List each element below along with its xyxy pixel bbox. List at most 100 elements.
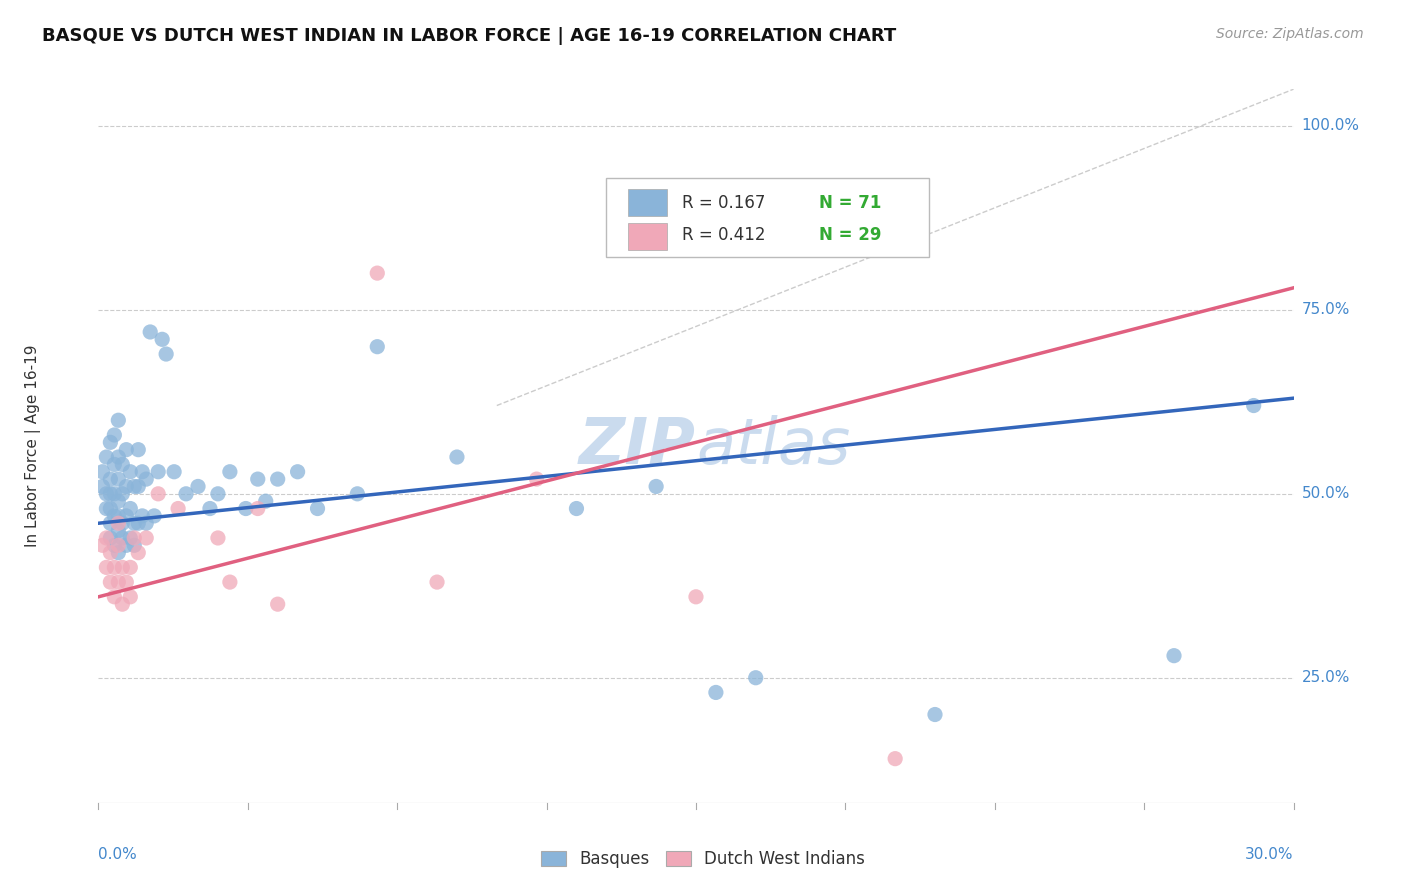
Point [135,516,157,531]
Point [127,516,149,531]
Point [150,332,173,346]
Point [924,707,946,722]
Point [235,501,257,516]
Point [148,465,170,479]
FancyBboxPatch shape [606,178,929,257]
Point [120,501,142,516]
Point [115,575,138,590]
Text: 100.0%: 100.0% [1302,119,1360,134]
Text: BASQUE VS DUTCH WEST INDIAN IN LABOR FORCE | AGE 16-19 CORRELATION CHART: BASQUE VS DUTCH WEST INDIAN IN LABOR FOR… [42,27,897,45]
Point [163,465,186,479]
Point [1243,399,1265,413]
Point [107,472,129,486]
Point [115,538,138,552]
Text: 30.0%: 30.0% [1246,847,1294,862]
Point [526,472,548,486]
Point [98,575,122,590]
Point [107,508,129,523]
Point [135,531,157,545]
Legend: Basques, Dutch West Indians: Basques, Dutch West Indians [534,844,872,875]
Point [111,531,134,545]
Bar [628,189,668,216]
Point [115,479,138,493]
Point [219,465,242,479]
Point [91,479,114,493]
Point [366,266,388,280]
Point [167,501,190,516]
Point [127,442,149,457]
Point [98,435,122,450]
Point [103,458,125,472]
Point [96,531,118,545]
Text: In Labor Force | Age 16-19: In Labor Force | Age 16-19 [25,344,41,548]
Point [267,597,290,611]
Text: R = 0.412: R = 0.412 [682,227,765,244]
Point [98,516,122,531]
Point [267,472,290,486]
Point [745,671,768,685]
Point [91,538,114,552]
Point [127,546,149,560]
Point [120,560,142,574]
Text: 50.0%: 50.0% [1302,486,1350,501]
Point [111,487,134,501]
Text: atlas: atlas [696,415,851,477]
Point [98,472,122,486]
Point [124,538,146,552]
Point [155,347,177,361]
Point [124,479,146,493]
Point [187,479,209,493]
Point [174,487,197,501]
Point [207,531,229,545]
Text: N = 29: N = 29 [820,227,882,244]
Point [1163,648,1185,663]
Text: ZIP: ZIP [579,415,696,477]
Bar [628,223,668,250]
Point [131,465,153,479]
Point [107,546,129,560]
Point [884,752,907,766]
Point [107,524,129,538]
Point [107,538,129,552]
Point [565,501,588,516]
Point [103,428,125,442]
Point [143,508,166,523]
Point [96,487,118,501]
Point [111,560,134,574]
Point [254,494,277,508]
Point [219,575,242,590]
Text: Source: ZipAtlas.com: Source: ZipAtlas.com [1216,27,1364,41]
Text: R = 0.167: R = 0.167 [682,194,765,212]
Point [287,465,309,479]
Text: 25.0%: 25.0% [1302,670,1350,685]
Point [198,501,221,516]
Point [107,516,129,531]
Point [115,442,138,457]
Text: 75.0%: 75.0% [1302,302,1350,318]
Point [120,531,142,545]
Point [103,487,125,501]
Point [307,501,329,516]
Point [704,685,727,699]
Point [103,508,125,523]
Point [366,340,388,354]
Point [131,508,153,523]
Point [107,575,129,590]
Point [111,597,134,611]
Point [103,560,125,574]
Text: 0.0%: 0.0% [98,847,138,862]
Point [107,413,129,427]
Point [120,590,142,604]
Point [124,516,146,531]
Point [111,516,134,531]
Point [127,479,149,493]
Point [246,501,269,516]
Point [91,465,114,479]
Point [645,479,668,493]
Point [98,501,122,516]
Point [446,450,468,464]
Point [111,458,134,472]
Point [124,531,146,545]
Point [685,590,707,604]
Point [98,546,122,560]
